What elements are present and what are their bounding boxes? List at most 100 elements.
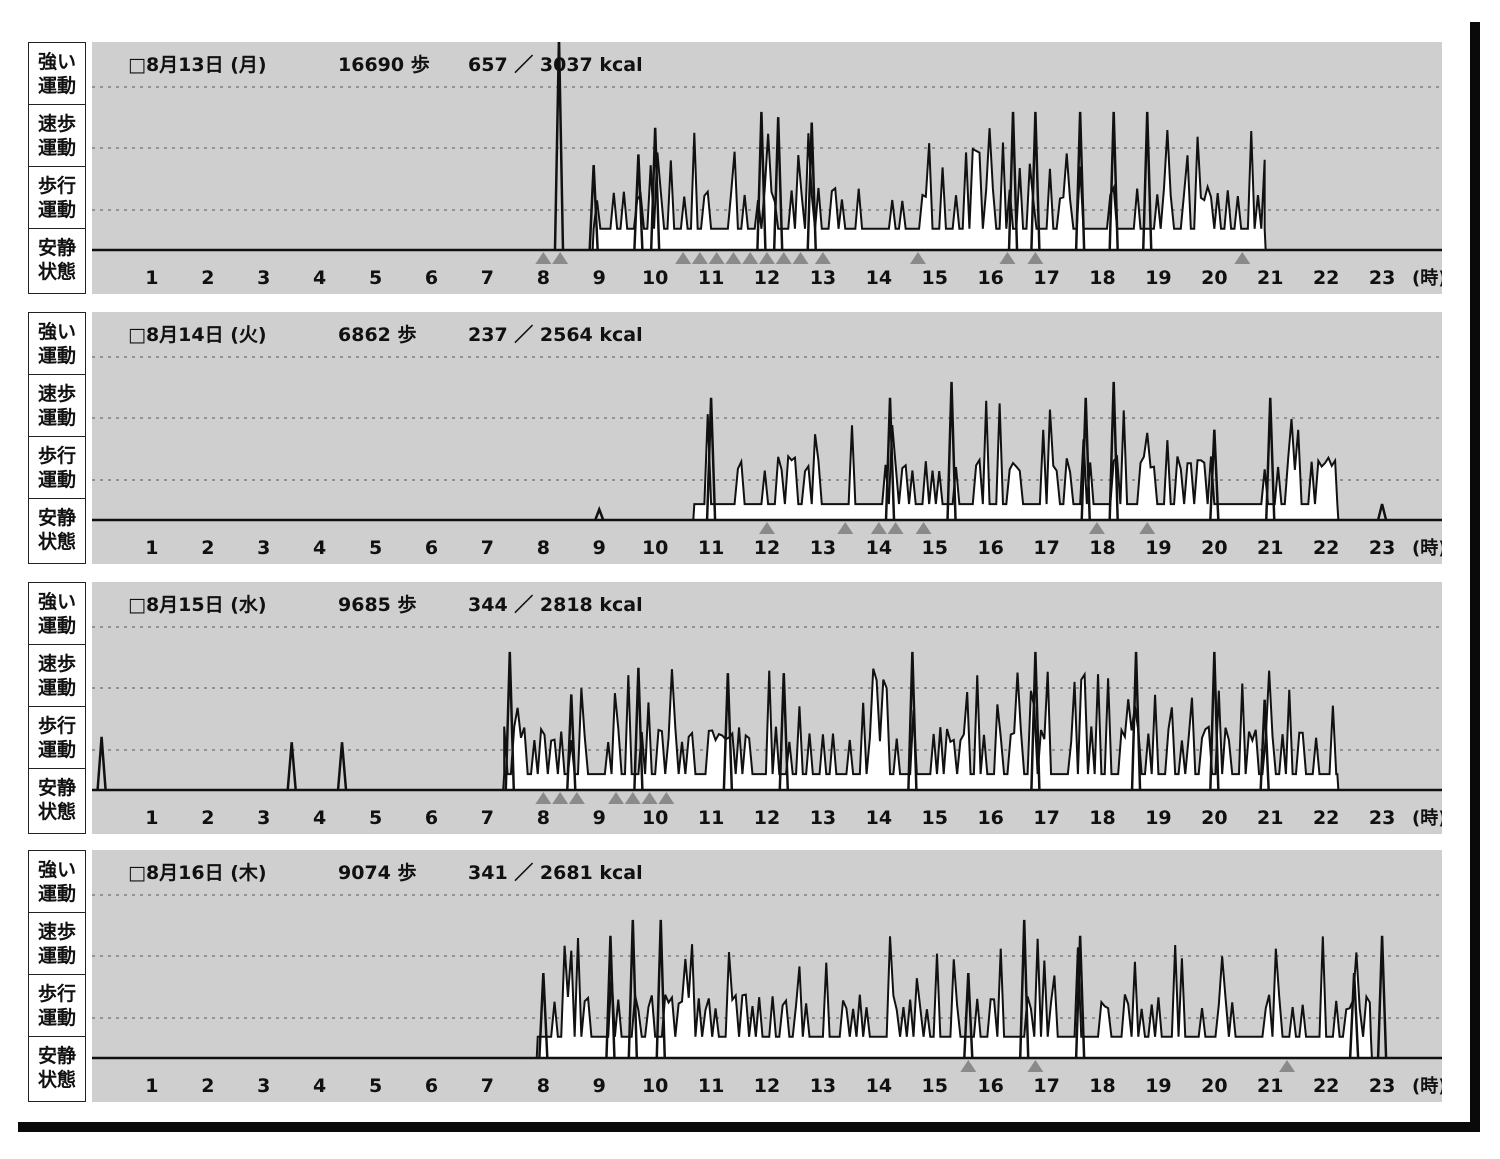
activity-peak [884, 397, 896, 521]
hour-tick-label: 10 [642, 1075, 668, 1097]
activity-peak [1030, 651, 1041, 791]
activity-level-label-line: 運動 [37, 738, 76, 761]
hour-tick-label: 14 [866, 537, 892, 559]
activity-peak [1080, 397, 1091, 521]
hour-tick-label: 4 [313, 537, 326, 559]
hour-tick-label: 5 [369, 537, 382, 559]
hour-unit-label: (時) [1412, 538, 1442, 559]
hour-tick-label: 9 [593, 807, 606, 829]
activity-area [96, 936, 1438, 1058]
hour-tick-label: 19 [1145, 537, 1171, 559]
day-steps: 16690 歩 [338, 54, 430, 76]
hour-tick-label: 2 [201, 807, 214, 829]
hour-tick-label: 2 [201, 1075, 214, 1097]
activity-level-legend: 強い 運動 速歩 運動 歩行 運動 安静 状態 [28, 312, 86, 564]
event-marker [909, 252, 926, 264]
hour-tick-label: 19 [1145, 1075, 1171, 1097]
hour-tick-label: 21 [1257, 1075, 1283, 1097]
hour-tick-label: 6 [425, 807, 438, 829]
activity-peak [1209, 429, 1220, 521]
activity-peak [594, 505, 605, 521]
activity-peak [1074, 935, 1086, 1059]
activity-area [96, 128, 1438, 250]
activity-level-label: 速歩 運動 [29, 375, 85, 437]
event-marker [1279, 1060, 1296, 1072]
activity-level-label-line: 状態 [37, 531, 76, 553]
activity-level-label-line: 歩行 [37, 444, 76, 467]
activity-level-label-line: 運動 [37, 198, 76, 221]
activity-level-label: 歩行 運動 [29, 437, 85, 499]
event-marker [552, 792, 569, 804]
activity-peak [963, 972, 974, 1059]
activity-peak [655, 919, 667, 1059]
hour-tick-label: 1 [145, 267, 158, 289]
event-marker [837, 522, 854, 534]
day-summary: □8月16日 (木) 9074 歩 341 ／ 2681 kcal [128, 858, 643, 885]
day-kcal: 237 ／ 2564 kcal [468, 324, 643, 346]
activity-peak [1265, 397, 1276, 521]
hour-tick-label: 6 [425, 1075, 438, 1097]
hour-tick-label: 19 [1145, 807, 1171, 829]
hour-tick-label: 12 [754, 807, 780, 829]
hour-tick-label: 12 [754, 267, 780, 289]
hour-tick-label: 16 [977, 267, 1003, 289]
hour-tick-label: 10 [642, 807, 668, 829]
activity-peak [633, 154, 644, 251]
hour-tick-label: 5 [369, 1075, 382, 1097]
activity-peak [1007, 111, 1019, 251]
day-kcal: 341 ／ 2681 kcal [468, 862, 643, 884]
hour-tick-label: 6 [425, 537, 438, 559]
hour-tick-label: 11 [698, 1075, 724, 1097]
activity-panel: 強い 運動 速歩 運動 歩行 運動 安静 状態 1 2 3 4 5 6 7 8 9 10 11 12 13 14 15 16 1… [0, 850, 1500, 1110]
hour-tick-label: 9 [593, 267, 606, 289]
activity-peak [907, 651, 918, 791]
activity-peak [705, 397, 717, 521]
activity-plot: 1234567891011121314151617181920212223(時)… [92, 312, 1442, 564]
activity-level-label: 歩行 運動 [29, 975, 85, 1037]
activity-peak [504, 651, 516, 791]
hour-tick-label: 7 [481, 537, 494, 559]
hour-tick-label: 8 [537, 267, 550, 289]
hour-tick-label: 6 [425, 267, 438, 289]
activity-level-legend: 強い 運動 速歩 運動 歩行 運動 安静 状態 [28, 850, 86, 1102]
activity-level-label: 安静 状態 [29, 1037, 85, 1099]
hour-tick-label: 8 [537, 1075, 550, 1097]
activity-level-label-line: 速歩 [37, 112, 76, 135]
hour-tick-label: 23 [1369, 1075, 1395, 1097]
hour-tick-label: 23 [1369, 537, 1395, 559]
hour-tick-label: 5 [369, 807, 382, 829]
activity-peak [1259, 699, 1270, 791]
event-marker [691, 252, 708, 264]
event-marker [759, 252, 775, 264]
activity-level-label: 強い 運動 [29, 43, 85, 105]
event-marker [708, 252, 725, 264]
hour-tick-label: 10 [642, 267, 668, 289]
activity-peak [1141, 111, 1153, 251]
hour-tick-label: 20 [1201, 267, 1227, 289]
event-marker [999, 252, 1016, 264]
activity-level-label-line: 運動 [37, 406, 76, 429]
day-date: □8月13日 (月) [128, 54, 267, 76]
hour-tick-label: 3 [257, 807, 270, 829]
activity-peak [286, 742, 297, 791]
activity-peak [1209, 651, 1220, 791]
day-steps: 6862 歩 [338, 324, 417, 346]
hour-tick-label: 4 [313, 807, 326, 829]
day-date: □8月16日 (木) [128, 862, 267, 884]
activity-level-label-line: 速歩 [37, 652, 76, 675]
event-marker [725, 252, 742, 264]
event-marker [775, 252, 792, 264]
event-marker [1088, 522, 1105, 534]
activity-series-line [96, 936, 1438, 1059]
hour-tick-label: 17 [1033, 267, 1059, 289]
hour-tick-label: 1 [145, 807, 158, 829]
activity-panel: 強い 運動 速歩 運動 歩行 運動 安静 状態 1 2 3 4 5 6 7 8 9 10 11 12 13 14 15 16 1… [0, 312, 1500, 572]
activity-peak [756, 111, 767, 251]
hour-tick-label: 18 [1089, 807, 1115, 829]
activity-level-label: 歩行 運動 [29, 707, 85, 769]
hour-tick-label: 17 [1033, 1075, 1059, 1097]
activity-peak [336, 742, 348, 791]
activity-peak [605, 935, 616, 1059]
